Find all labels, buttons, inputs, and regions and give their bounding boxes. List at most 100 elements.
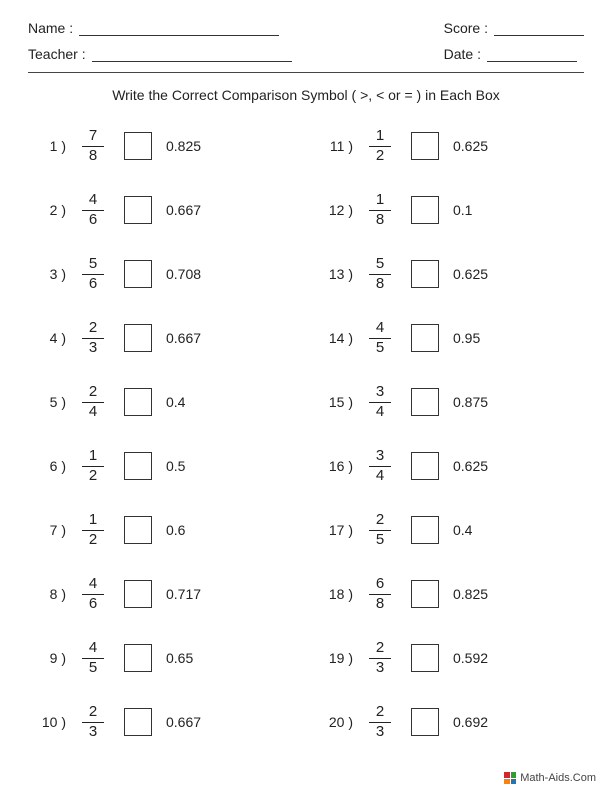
fraction-numerator: 5 (376, 256, 384, 273)
teacher-input-line[interactable] (92, 46, 292, 62)
problem-number: 15 ) (321, 394, 359, 410)
fraction-denominator: 4 (376, 404, 384, 421)
problems-grid: 1 )780.82511 )120.6252 )460.66712 )180.1… (28, 123, 584, 745)
problem-number: 6 ) (34, 458, 72, 474)
problem-row: 19 ) 23 0.592 (321, 635, 578, 681)
fraction-denominator: 2 (376, 148, 384, 165)
fraction-numerator: 3 (376, 384, 384, 401)
fraction-numerator: 3 (376, 448, 384, 465)
score-input-line[interactable] (494, 20, 584, 36)
answer-box[interactable] (411, 580, 439, 608)
decimal-value: 0.667 (166, 330, 218, 346)
problem-row: 4 ) 2 3 0.667 (34, 315, 291, 361)
fraction: 23 (367, 640, 393, 676)
fraction-numerator: 2 (89, 320, 97, 337)
answer-box[interactable] (411, 324, 439, 352)
fraction-denominator: 3 (376, 660, 384, 677)
answer-box[interactable] (124, 324, 152, 352)
fraction: 56 (80, 256, 106, 292)
header-right: Score : Date : (444, 20, 584, 62)
problem-number: 16 ) (321, 458, 359, 474)
decimal-value: 0.667 (166, 202, 218, 218)
footer-text: Math-Aids.Com (520, 772, 596, 784)
header: Name : Teacher : Score : Date : (28, 20, 584, 62)
problem-number: 1 ) (34, 138, 72, 154)
problem-number: 12 ) (321, 202, 359, 218)
problem-number: 3 ) (34, 266, 72, 282)
decimal-value: 0.65 (166, 650, 218, 666)
date-label: Date : (444, 46, 481, 62)
decimal-value: 0.592 (453, 650, 505, 666)
fraction-numerator: 2 (89, 384, 97, 401)
decimal-value: 0.625 (453, 458, 505, 474)
fraction-denominator: 3 (376, 724, 384, 741)
answer-box[interactable] (124, 580, 152, 608)
problem-row: 9 ) 4 5 0.65 (34, 635, 291, 681)
problem-number: 7 ) (34, 522, 72, 538)
fraction-denominator: 3 (89, 340, 97, 357)
problem-number: 4 ) (34, 330, 72, 346)
fraction: 12 (80, 512, 106, 548)
answer-box[interactable] (124, 708, 152, 736)
worksheet-page: Name : Teacher : Score : Date : Write th… (0, 0, 612, 745)
answer-box[interactable] (411, 644, 439, 672)
decimal-value: 0.692 (453, 714, 505, 730)
answer-box[interactable] (411, 452, 439, 480)
fraction: 78 (80, 128, 106, 164)
fraction: 68 (367, 576, 393, 612)
answer-box[interactable] (124, 260, 152, 288)
answer-box[interactable] (411, 388, 439, 416)
problem-row: 5 ) 24 0.4 (34, 379, 291, 425)
answer-box[interactable] (411, 132, 439, 160)
answer-box[interactable] (411, 260, 439, 288)
fraction-numerator: 4 (89, 192, 97, 209)
answer-box[interactable] (124, 388, 152, 416)
name-label: Name : (28, 20, 73, 36)
fraction-denominator: 6 (89, 596, 97, 613)
problem-row: 12 )180.1 (321, 187, 578, 233)
decimal-value: 0.825 (453, 586, 505, 602)
decimal-value: 0.5 (166, 458, 218, 474)
fraction-numerator: 1 (89, 448, 97, 465)
problem-row: 11 )120.625 (321, 123, 578, 169)
answer-box[interactable] (124, 644, 152, 672)
date-input-line[interactable] (487, 46, 577, 62)
problem-number: 9 ) (34, 650, 72, 666)
decimal-value: 0.667 (166, 714, 218, 730)
instruction-text: Write the Correct Comparison Symbol ( >,… (28, 87, 584, 103)
problem-number: 5 ) (34, 394, 72, 410)
fraction-numerator: 4 (376, 320, 384, 337)
answer-box[interactable] (411, 196, 439, 224)
fraction-denominator: 3 (89, 724, 97, 741)
fraction: 23 (367, 704, 393, 740)
decimal-value: 0.4 (166, 394, 218, 410)
answer-box[interactable] (124, 132, 152, 160)
fraction-denominator: 5 (376, 340, 384, 357)
answer-box[interactable] (411, 516, 439, 544)
problem-row: 1 )780.825 (34, 123, 291, 169)
name-input-line[interactable] (79, 20, 279, 36)
fraction-numerator: 4 (89, 640, 97, 657)
problem-row: 6 )120.5 (34, 443, 291, 489)
answer-box[interactable] (124, 196, 152, 224)
header-left: Name : Teacher : (28, 20, 292, 62)
fraction: 46 (80, 192, 106, 228)
fraction-denominator: 5 (89, 660, 97, 677)
problem-number: 13 ) (321, 266, 359, 282)
problem-number: 8 ) (34, 586, 72, 602)
fraction-numerator: 5 (89, 256, 97, 273)
answer-box[interactable] (124, 452, 152, 480)
problem-row: 16 )340.625 (321, 443, 578, 489)
fraction-numerator: 2 (89, 704, 97, 721)
fraction-numerator: 1 (376, 128, 384, 145)
fraction: 24 (80, 384, 106, 420)
fraction-numerator: 2 (376, 512, 384, 529)
answer-box[interactable] (411, 708, 439, 736)
answer-box[interactable] (124, 516, 152, 544)
teacher-row: Teacher : (28, 46, 292, 62)
fraction: 12 (367, 128, 393, 164)
problem-number: 19 ) (321, 650, 359, 666)
problem-row: 20 )230.692 (321, 699, 578, 745)
decimal-value: 0.717 (166, 586, 218, 602)
problem-row: 3 )560.708 (34, 251, 291, 297)
